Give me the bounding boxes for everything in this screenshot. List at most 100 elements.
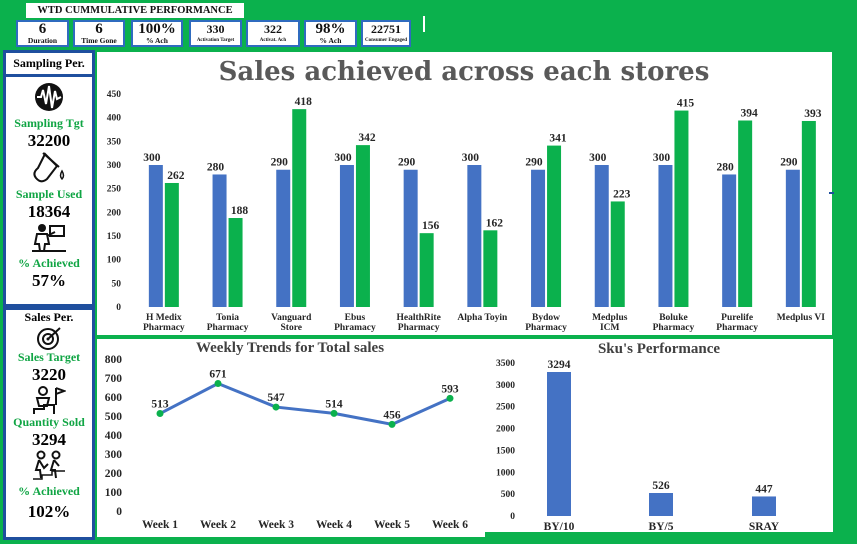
target-icon (37, 327, 61, 350)
bar (547, 372, 571, 516)
bar (419, 233, 434, 307)
bar (722, 174, 737, 307)
kpi-label: Activation Target (196, 38, 235, 43)
data-label: 290 (271, 157, 289, 169)
sampling-achieved-label: % Achieved (18, 256, 80, 270)
kpi-label: Duration (27, 36, 58, 45)
y-tick-label: 450 (107, 90, 122, 100)
weekly-chart-title: Weekly Trends for Total sales (196, 340, 384, 356)
y-tick-label: 200 (105, 468, 123, 480)
bar (228, 218, 243, 307)
category-label: Store (281, 323, 302, 333)
data-label: 394 (741, 108, 759, 120)
bar (355, 145, 370, 307)
store-chart-title: Sales achieved across each stores (219, 57, 710, 87)
x-tick-label: Week 3 (258, 519, 294, 531)
data-label: 547 (267, 392, 285, 404)
data-label: 526 (652, 480, 670, 492)
sales-achieved-label: % Achieved (18, 484, 80, 498)
data-label: 415 (677, 98, 695, 110)
kpi-card-activation-percent: 98% % Ach (304, 20, 357, 47)
bar (467, 165, 482, 307)
x-tick-label: Week 1 (142, 519, 178, 531)
data-label: 447 (755, 483, 773, 495)
kpi-label: Consumer Engaged (365, 38, 407, 43)
data-label: 223 (613, 188, 631, 200)
data-label: 300 (143, 152, 161, 164)
kpi-label: % Ach (319, 36, 342, 45)
y-tick-label: 800 (105, 354, 123, 366)
y-tick-label: 2500 (496, 403, 515, 413)
category-label: Boluke (659, 313, 688, 323)
data-label: 280 (207, 161, 225, 173)
category-label: ICM (600, 323, 620, 333)
kpi-card-activation-target: 330 Activation Target (189, 20, 242, 47)
y-tick-label: 1000 (496, 468, 515, 478)
x-tick-label: Week 6 (432, 519, 468, 531)
bar (483, 230, 498, 307)
y-tick-label: 1500 (496, 446, 515, 456)
sales-achieved-value: 102% (27, 502, 71, 521)
sample-used-value: 18364 (27, 202, 71, 221)
weekly-trend-chart: Weekly Trends for Total sales 0 100 200 300… (105, 340, 469, 531)
bar (212, 174, 227, 307)
data-label: 290 (525, 157, 543, 169)
kpi-value: 6 (95, 21, 103, 37)
data-point (272, 403, 280, 411)
kpi-value: 6 (38, 21, 47, 37)
bar (738, 120, 753, 307)
data-label: 300 (462, 152, 480, 164)
category-label: HealthRite (396, 313, 440, 323)
category-label: Pharmacy (525, 323, 567, 333)
category-label: Tonia (216, 313, 239, 323)
category-label: Pharmacy (143, 323, 185, 333)
y-tick-label: 400 (107, 114, 122, 124)
data-label: 393 (804, 108, 822, 120)
category-label: Medplus VI (777, 313, 825, 323)
data-label: 456 (383, 409, 401, 421)
store-sales-chart: Sales achieved across each stores 0 50 100… (107, 57, 825, 333)
bar (674, 110, 689, 307)
category-label: Purelife (721, 313, 753, 323)
category-label: Alpha Toyin (457, 313, 508, 323)
data-point (388, 420, 396, 428)
data-label: 341 (549, 133, 567, 145)
kpi-card-percent-ach: 100% % Ach (131, 20, 183, 47)
sampling-panel: Sampling Per. Sampling Tgt 32200 Sample … (3, 50, 95, 307)
category-label: Pharmacy (716, 323, 758, 333)
category-label: Pharmacy (653, 323, 695, 333)
data-label: 290 (398, 157, 416, 169)
bar (276, 169, 291, 307)
bar (148, 165, 163, 307)
data-label: 342 (358, 132, 376, 144)
y-tick-label: 3000 (496, 381, 515, 391)
y-tick-label: 300 (107, 161, 122, 171)
goal-flag-icon (33, 386, 66, 414)
category-label: Ebus (345, 313, 366, 323)
category-label: Vanguard (271, 313, 312, 323)
data-label: 514 (325, 398, 343, 410)
kpi-label: Time Gone (81, 36, 117, 45)
data-label: 671 (209, 369, 227, 381)
kpi-card-time-gone: 6 Time Gone (73, 20, 125, 47)
trend-line (159, 382, 451, 426)
sampling-achieved-value: 57% (32, 271, 66, 290)
data-label: 300 (334, 152, 352, 164)
bar (658, 165, 673, 307)
bar (594, 165, 609, 307)
kpi-value: 98% (315, 21, 346, 37)
divider (423, 16, 425, 32)
sku-performance-panel: Sku's Performance 0 500 1000 1500 2000 2500 30… (485, 339, 833, 532)
category-label: Bydow (532, 313, 560, 323)
data-label: 162 (486, 217, 504, 229)
category-label: H Medix (146, 313, 182, 323)
kpi-card-consumer-engaged: 22751 Consumer Engaged (361, 20, 411, 47)
y-tick-label: 50 (112, 279, 122, 289)
category-label: Phramacy (334, 323, 376, 333)
data-label: 593 (441, 383, 459, 395)
sales-target-value: 3220 (32, 365, 66, 384)
kpi-value: 322 (264, 22, 282, 36)
sampling-target-icon (35, 83, 63, 111)
x-tick-label: BY/10 (544, 521, 575, 532)
store-sales-chart-panel: Sales achieved across each stores 0 50 100… (97, 52, 832, 335)
